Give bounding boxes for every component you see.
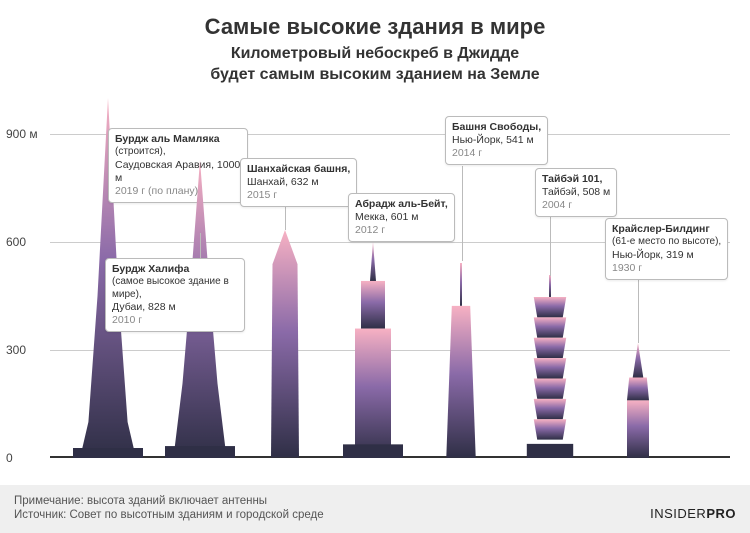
building-callout: Крайслер-Билдинг(61-е место по высоте),Н…: [605, 218, 728, 280]
callout-year: 2014 г: [452, 147, 541, 160]
callout-location: Тайбэй, 508 м: [542, 186, 610, 199]
page: Самые высокие здания в мире Километровый…: [0, 0, 750, 533]
subtitle-line2: будет самым высоким зданием на Земле: [210, 66, 539, 83]
brand-logo: INSIDERPRO: [650, 506, 736, 521]
footer: Примечание: высота зданий включает антен…: [0, 485, 750, 533]
building-callout: Тайбэй 101,Тайбэй, 508 м2004 г: [535, 168, 617, 217]
callout-name: Шанхайская башня,: [247, 163, 350, 176]
callout-location: Нью-Йорк, 319 м: [612, 249, 721, 262]
callout-leader: [462, 166, 463, 261]
source: Источник: Совет по высотным зданиям и го…: [14, 509, 736, 521]
y-axis-label: 300: [6, 343, 26, 357]
callout-leader: [550, 216, 551, 276]
callout-location: Нью-Йорк, 541 м: [452, 134, 541, 147]
callout-note: (строится),: [115, 146, 241, 159]
callout-year: 2010 г: [112, 314, 238, 327]
chart-area: 0300600900 мБурдж аль Мамляка(строится),…: [50, 98, 730, 468]
callout-year: 2015 г: [247, 189, 350, 202]
plot: 0300600900 мБурдж аль Мамляка(строится),…: [50, 98, 730, 458]
building-silhouette: [616, 343, 660, 458]
callout-leader: [638, 278, 639, 343]
building-callout: Бурдж Халифа(самое высокое здание в мире…: [105, 258, 245, 332]
callout-location: Мекка, 601 м: [355, 211, 448, 224]
y-axis-label: 900 м: [6, 127, 38, 141]
subtitle-line1: Километровый небоскреб в Джидде: [231, 45, 519, 62]
y-axis-label: 600: [6, 235, 26, 249]
callout-note: (61-е место по высоте),: [612, 236, 721, 249]
y-axis-label: 0: [6, 451, 13, 465]
callout-name: Абрадж аль-Бейт,: [355, 198, 448, 211]
building-silhouette: [438, 263, 484, 458]
callout-year: 2004 г: [542, 199, 610, 212]
callout-year: 2012 г: [355, 224, 448, 237]
building-silhouette: [343, 242, 403, 458]
building-silhouette: [521, 275, 579, 458]
callout-name: Башня Свободы,: [452, 121, 541, 134]
brand-part1: INSIDER: [650, 506, 706, 521]
brand-part2: PRO: [706, 506, 736, 521]
callout-location: Дубаи, 828 м: [112, 301, 238, 314]
chart-subtitle: Километровый небоскреб в Джидде будет са…: [0, 44, 750, 86]
callout-leader: [200, 233, 201, 258]
callout-name: Тайбэй 101,: [542, 173, 610, 186]
building-silhouette: [260, 230, 310, 458]
callout-name: Бурдж Халифа: [112, 263, 238, 276]
chart-title: Самые высокие здания в мире: [0, 0, 750, 40]
building-callout: Башня Свободы,Нью-Йорк, 541 м2014 г: [445, 116, 548, 165]
building-callout: Шанхайская башня,Шанхай, 632 м2015 г: [240, 158, 357, 207]
callout-year: 1930 г: [612, 262, 721, 275]
footnote: Примечание: высота зданий включает антен…: [14, 495, 736, 507]
building-callout: Абрадж аль-Бейт,Мекка, 601 м2012 г: [348, 193, 455, 242]
callout-name: Бурдж аль Мамляка: [115, 133, 241, 146]
callout-name: Крайслер-Билдинг: [612, 223, 721, 236]
callout-note: (самое высокое здание в мире),: [112, 276, 238, 301]
callout-location: Шанхай, 632 м: [247, 176, 350, 189]
